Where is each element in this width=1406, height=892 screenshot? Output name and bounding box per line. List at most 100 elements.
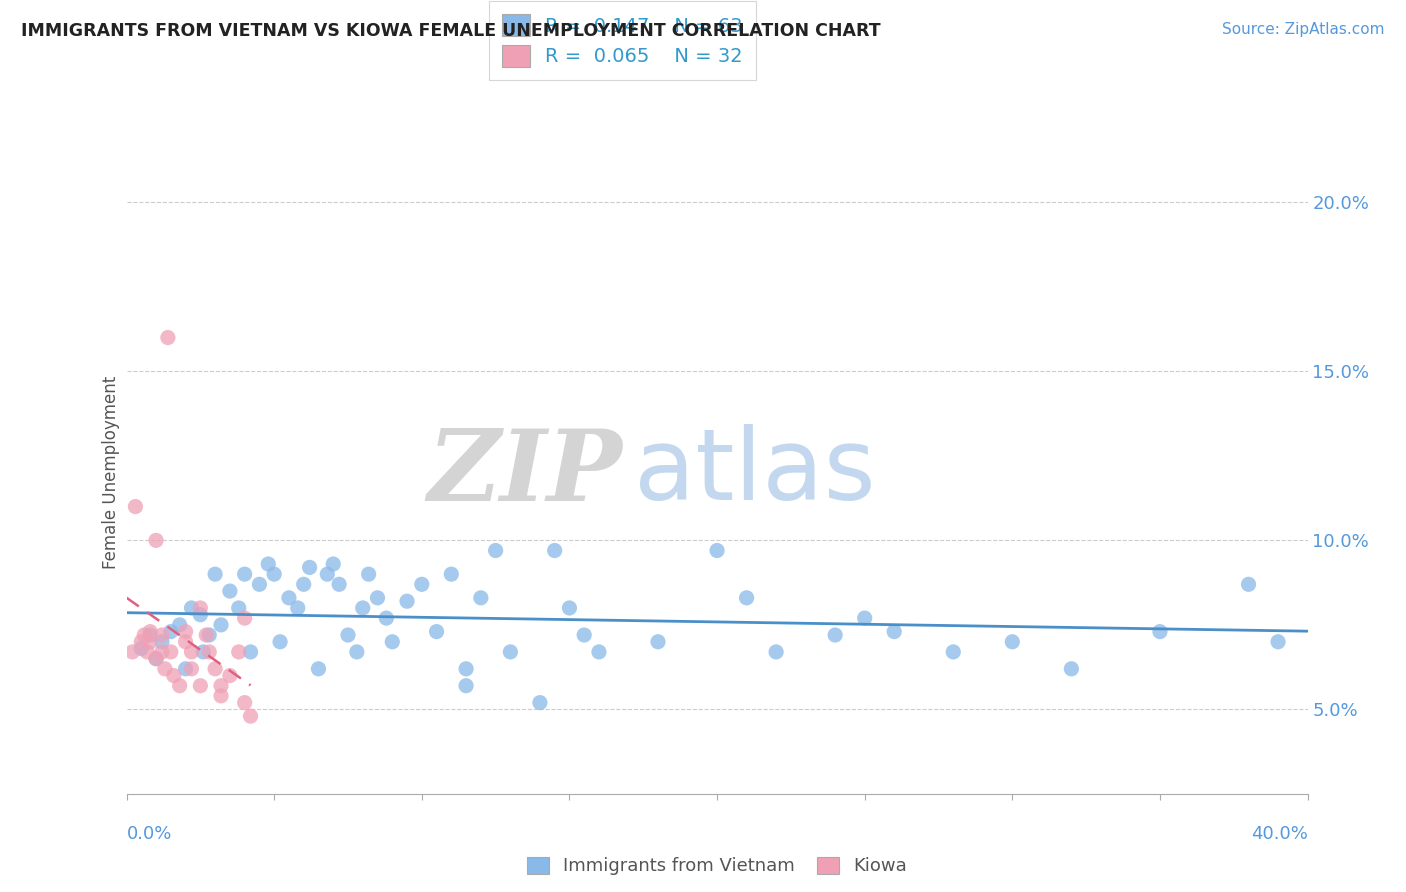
Point — [454, 679, 477, 693]
Point — [278, 591, 301, 605]
Y-axis label: Female Unemployment: Female Unemployment — [101, 376, 120, 569]
Point — [188, 607, 211, 622]
Text: Source: ZipAtlas.com: Source: ZipAtlas.com — [1222, 22, 1385, 37]
Point — [307, 662, 329, 676]
Point — [174, 624, 197, 639]
Text: IMMIGRANTS FROM VIETNAM VS KIOWA FEMALE UNEMPLOYMENT CORRELATION CHART: IMMIGRANTS FROM VIETNAM VS KIOWA FEMALE … — [21, 22, 880, 40]
Point — [337, 628, 360, 642]
Point — [156, 330, 179, 344]
Point — [153, 662, 176, 676]
Point — [139, 628, 162, 642]
Point — [269, 634, 291, 648]
Point — [209, 679, 232, 693]
Legend: Immigrants from Vietnam, Kiowa: Immigrants from Vietnam, Kiowa — [519, 847, 915, 884]
Point — [396, 594, 419, 608]
Point — [257, 557, 280, 571]
Point — [239, 645, 262, 659]
Point — [454, 662, 477, 676]
Point — [180, 662, 202, 676]
Point — [1267, 634, 1289, 648]
Point — [204, 662, 226, 676]
Point — [174, 662, 197, 676]
Point — [233, 611, 256, 625]
Point — [209, 618, 232, 632]
Point — [145, 651, 167, 665]
Point — [853, 611, 876, 625]
Point — [375, 611, 398, 625]
Point — [228, 601, 250, 615]
Point — [180, 645, 202, 659]
Point — [824, 628, 846, 642]
Point — [198, 645, 221, 659]
Point — [1149, 624, 1171, 639]
Point — [316, 567, 339, 582]
Point — [1237, 577, 1260, 591]
Point — [129, 634, 153, 648]
Point — [440, 567, 463, 582]
Point — [188, 601, 211, 615]
Point — [411, 577, 433, 591]
Point — [145, 651, 167, 665]
Point — [219, 668, 242, 682]
Text: atlas: atlas — [634, 425, 876, 521]
Point — [322, 557, 344, 571]
Point — [292, 577, 315, 591]
Point — [219, 584, 242, 599]
Point — [942, 645, 965, 659]
Point — [735, 591, 758, 605]
Point — [470, 591, 492, 605]
Point — [484, 543, 508, 558]
Point — [139, 624, 162, 639]
Point — [765, 645, 787, 659]
Point — [647, 634, 669, 648]
Point — [287, 601, 309, 615]
Point — [239, 709, 262, 723]
Point — [247, 577, 270, 591]
Point — [543, 543, 565, 558]
Point — [174, 634, 197, 648]
Point — [529, 696, 551, 710]
Point — [588, 645, 610, 659]
Point — [263, 567, 285, 582]
Point — [121, 645, 143, 659]
Point — [193, 645, 215, 659]
Point — [169, 679, 191, 693]
Text: ZIP: ZIP — [427, 425, 623, 521]
Point — [706, 543, 728, 558]
Point — [150, 634, 173, 648]
Point — [381, 634, 404, 648]
Point — [124, 500, 146, 514]
Point — [159, 645, 183, 659]
Point — [233, 567, 256, 582]
Point — [136, 645, 159, 659]
Point — [233, 696, 256, 710]
Point — [188, 679, 211, 693]
Point — [180, 601, 202, 615]
Point — [298, 560, 321, 574]
Point — [574, 628, 596, 642]
Point — [357, 567, 380, 582]
Point — [425, 624, 447, 639]
Point — [1060, 662, 1083, 676]
Point — [134, 628, 156, 642]
Point — [169, 618, 191, 632]
Point — [1001, 634, 1024, 648]
Point — [150, 628, 173, 642]
Point — [228, 645, 250, 659]
Text: 40.0%: 40.0% — [1251, 825, 1308, 843]
Point — [150, 645, 173, 659]
Point — [328, 577, 350, 591]
Point — [163, 668, 186, 682]
Point — [204, 567, 226, 582]
Point — [366, 591, 388, 605]
Point — [883, 624, 905, 639]
Point — [129, 641, 153, 656]
Point — [346, 645, 368, 659]
Point — [499, 645, 522, 659]
Point — [159, 624, 183, 639]
Point — [209, 689, 232, 703]
Point — [139, 634, 162, 648]
Point — [558, 601, 581, 615]
Point — [198, 628, 221, 642]
Point — [195, 628, 218, 642]
